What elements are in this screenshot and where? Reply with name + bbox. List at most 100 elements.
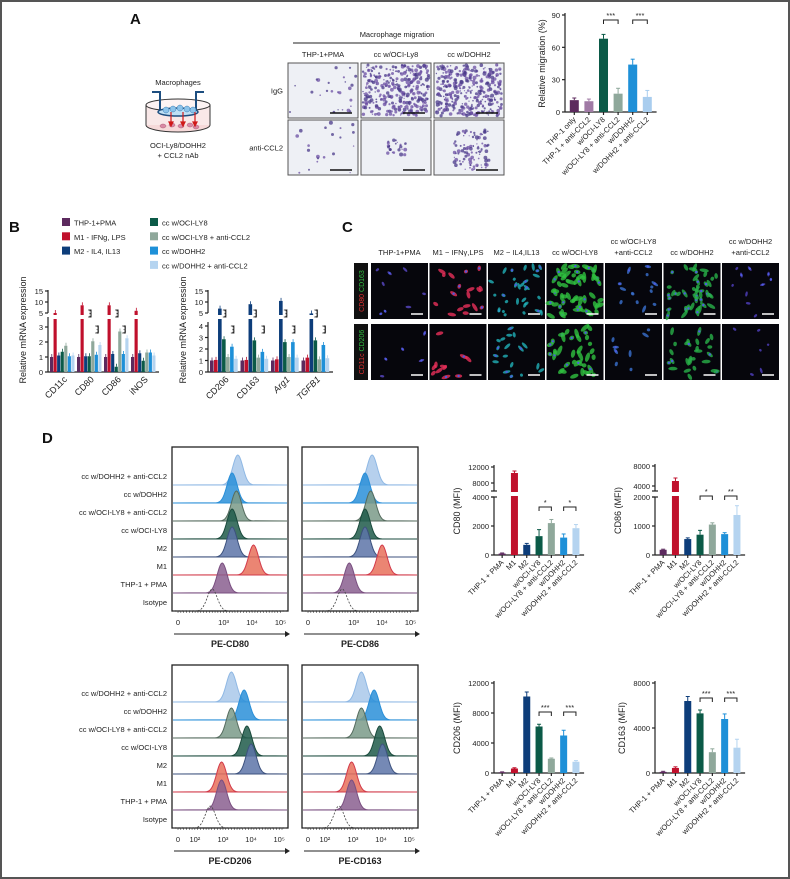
stained-cell xyxy=(387,145,390,149)
stained-cell xyxy=(476,143,478,145)
stained-cell xyxy=(466,145,470,150)
stained-cell xyxy=(403,64,407,68)
stained-cell xyxy=(435,72,438,75)
stained-cell xyxy=(375,100,378,103)
stained-cell xyxy=(363,93,365,95)
stained-cell xyxy=(462,106,466,110)
nucleus xyxy=(767,272,770,276)
stained-cell xyxy=(463,90,466,92)
stained-cell xyxy=(403,147,408,152)
stained-cell xyxy=(565,292,571,300)
x-tick-label: 10³ xyxy=(348,618,359,627)
x-tick-label: 10² xyxy=(319,835,330,844)
stained-cell xyxy=(367,68,370,72)
stained-cell xyxy=(419,66,422,69)
stained-cell xyxy=(560,263,568,270)
y-axis-label: Relative mRNA expression xyxy=(178,276,188,383)
stained-cell xyxy=(425,104,428,108)
stained-cell xyxy=(452,150,457,155)
stained-cell xyxy=(458,69,461,73)
significance-bracket xyxy=(88,309,92,318)
stained-cell xyxy=(694,288,699,293)
stained-cell xyxy=(366,82,369,85)
stained-cell xyxy=(454,66,458,70)
stained-cell xyxy=(445,96,447,99)
bar xyxy=(240,360,245,372)
stained-cell xyxy=(515,297,520,305)
stained-cell xyxy=(497,307,501,313)
stained-cell xyxy=(463,94,467,98)
bar xyxy=(264,358,269,372)
stained-cell xyxy=(403,77,408,82)
stained-cell xyxy=(451,104,455,108)
legend-swatch xyxy=(150,260,158,269)
stained-cell xyxy=(485,144,487,146)
stained-cell xyxy=(464,154,468,158)
stained-cell xyxy=(589,348,595,355)
stained-cell xyxy=(757,328,761,332)
bar xyxy=(77,357,81,372)
stained-cell xyxy=(386,91,390,95)
histogram-curve xyxy=(302,707,418,739)
nucleus xyxy=(548,352,552,356)
stained-cell xyxy=(437,92,441,96)
stained-cell xyxy=(442,82,445,85)
stained-cell xyxy=(591,354,596,360)
significance-bracket xyxy=(724,697,738,702)
stained-cell xyxy=(512,277,516,281)
bar xyxy=(659,549,667,555)
histogram-row-label: Isotype xyxy=(143,598,167,607)
legend-label: M2 - IL4, IL13 xyxy=(74,247,120,256)
stained-cell xyxy=(446,80,449,84)
stained-cell xyxy=(484,94,489,98)
stained-cell xyxy=(407,74,409,76)
nucleus xyxy=(687,342,690,346)
stained-cell xyxy=(382,97,387,102)
stained-cell xyxy=(399,114,402,116)
significance-bracket xyxy=(538,711,552,716)
stained-cell xyxy=(710,276,715,281)
stained-cell xyxy=(493,97,496,99)
stained-cell xyxy=(370,88,373,91)
migration-micrograph xyxy=(360,119,432,176)
stained-cell xyxy=(524,301,529,306)
stained-cell xyxy=(466,110,469,114)
micrograph-column-header: cc w/OCI-Ly8 xyxy=(374,50,419,59)
stained-cell xyxy=(705,338,710,344)
stained-cell xyxy=(439,114,443,118)
stained-cell xyxy=(426,88,429,91)
stained-cell xyxy=(381,281,385,287)
stained-cell xyxy=(344,81,347,83)
stained-cell xyxy=(560,332,566,343)
stained-cell xyxy=(369,72,372,75)
nucleus xyxy=(538,266,542,269)
stained-cell xyxy=(430,370,436,376)
bar xyxy=(141,360,145,372)
stained-cell xyxy=(735,266,739,271)
bar xyxy=(271,360,275,372)
stained-cell xyxy=(375,268,380,272)
stained-cell xyxy=(419,105,421,108)
stained-cell xyxy=(478,150,482,153)
nucleus xyxy=(597,281,601,284)
stained-cell xyxy=(449,95,452,98)
y-tick-label: 15 xyxy=(35,287,43,296)
stained-cell xyxy=(399,152,404,157)
stained-cell xyxy=(489,108,492,111)
bar xyxy=(317,359,322,372)
bar xyxy=(287,357,291,372)
x-tick-label: 10⁵ xyxy=(403,835,414,844)
stained-cell xyxy=(445,98,449,103)
legend-label: THP-1+PMA xyxy=(74,219,116,228)
if-micrograph xyxy=(605,324,662,380)
stained-cell xyxy=(487,102,492,107)
stained-cell xyxy=(460,108,464,113)
axis-break-gap xyxy=(656,492,747,496)
stained-cell xyxy=(491,109,493,112)
bar xyxy=(733,747,741,773)
stained-cell xyxy=(368,100,372,104)
stained-cell xyxy=(369,75,372,78)
nucleus xyxy=(667,294,670,297)
stained-cell xyxy=(465,151,469,155)
bar xyxy=(535,726,543,773)
